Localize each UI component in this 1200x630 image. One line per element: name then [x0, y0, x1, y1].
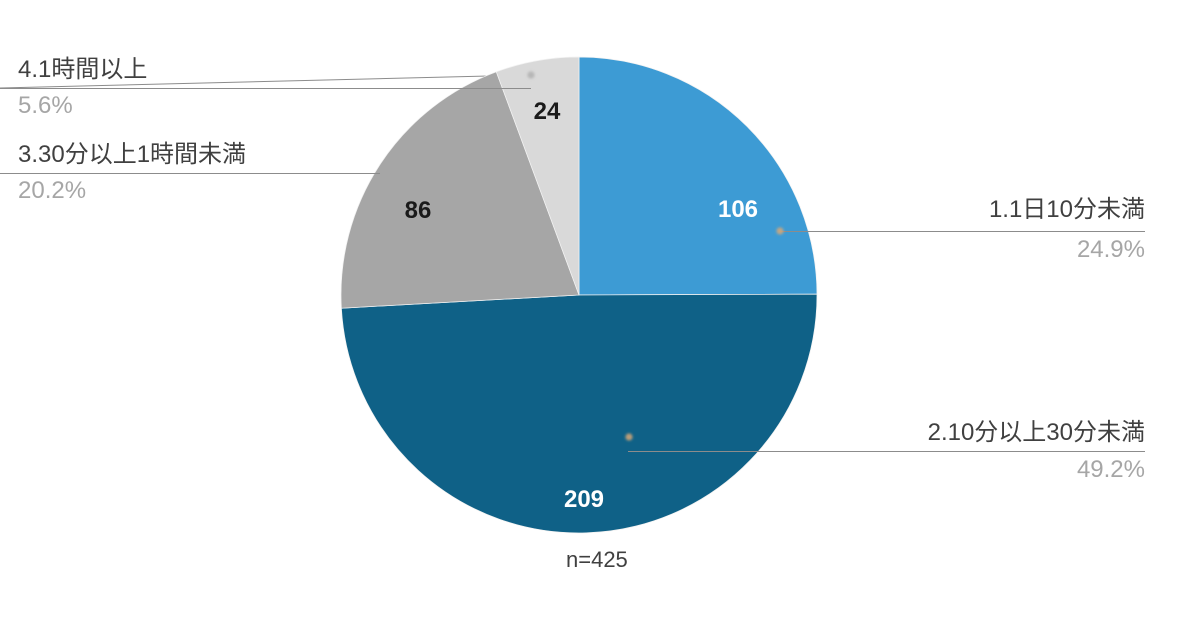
- svg-text:86: 86: [405, 197, 432, 224]
- svg-text:106: 106: [718, 196, 758, 223]
- svg-text:209: 209: [564, 486, 604, 513]
- svg-text:24: 24: [534, 98, 561, 125]
